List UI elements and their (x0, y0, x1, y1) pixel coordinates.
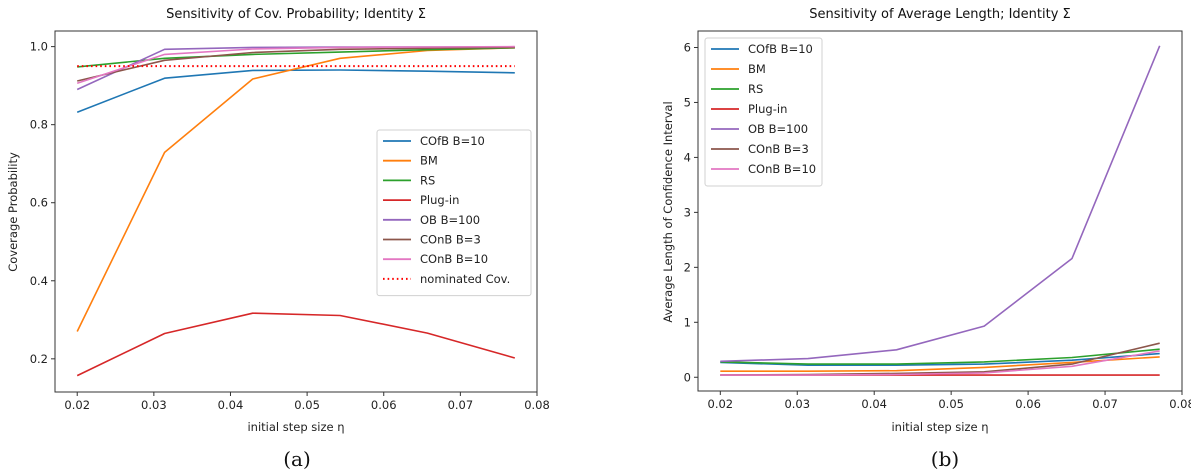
chart-a-legend: COfB B=10 BM RS Plug-in OB B=100 COnB B=3 COnB… (376, 129, 532, 297)
chart-b-legend-label: BM (748, 62, 766, 76)
chart-b-line-rs (720, 348, 1160, 365)
chart-b-xtick-label: 0.06 (1015, 397, 1041, 411)
chart-a-ytick-label: 1.0 (30, 40, 48, 54)
chart-b-line-ob-b-100 (720, 45, 1161, 363)
chart-b-line-conb-b-10 (720, 350, 1160, 376)
chart-a-legend-label: OB B=100 (420, 213, 480, 227)
chart-a-frame (54, 30, 538, 393)
chart-a-legend-label: COnB B=3 (420, 233, 481, 247)
chart-a: Sensitivity of Cov. Probability; Identit… (6, 7, 550, 471)
chart-b-line-cofb-b-10 (720, 352, 1160, 367)
chart-a-xtick-label: 0.02 (64, 398, 90, 412)
chart-a-xtick-label: 0.08 (524, 398, 550, 412)
chart-a-series (76, 45, 516, 377)
chart-a-xtick-label: 0.07 (448, 398, 474, 412)
chart-b-legend-label: RS (748, 82, 763, 96)
chart-b: Sensitivity of Average Length; Identity … (661, 7, 1191, 471)
chart-b-line-bm (720, 356, 1160, 373)
chart-b-ytick-label: 3 (684, 205, 691, 219)
chart-a-legend-label: nominated Cov. (420, 272, 510, 286)
chart-b-frame (697, 30, 1183, 392)
chart-b-ytick-label: 5 (684, 95, 691, 109)
chart-a-title: Sensitivity of Cov. Probability; Identit… (166, 7, 426, 22)
chart-a-legend-label: COnB B=10 (420, 252, 488, 266)
chart-a-line-plug-in (76, 312, 516, 377)
chart-a-xtick-label: 0.06 (371, 398, 397, 412)
chart-a-line-conb-b-10 (76, 45, 515, 85)
chart-a-ytick-label: 0.6 (30, 196, 48, 210)
chart-a-legend-label: COfB B=10 (420, 134, 485, 148)
chart-a-xtick-label: 0.04 (218, 398, 244, 412)
chart-a-ytick-label: 0.2 (30, 352, 48, 366)
chart-a-ylabel: Coverage Probability (6, 152, 20, 272)
chart-b-legend-label: COnB B=3 (748, 142, 809, 156)
chart-b-legend: COfB B=10 BM RS Plug-in OB B=100 COnB B=3 COnB… (704, 37, 823, 187)
chart-b-legend-label: COfB B=10 (748, 42, 813, 56)
chart-b-legend-label: COnB B=10 (748, 162, 816, 176)
chart-b-xlabel: initial step size η (891, 420, 988, 434)
chart-b-legend-label: Plug-in (748, 102, 787, 116)
chart-b-xtick-label: 0.07 (1092, 397, 1118, 411)
chart-b-xtick-label: 0.08 (1169, 397, 1191, 411)
chart-b-ytick-label: 6 (684, 40, 691, 54)
chart-b-xtick-label: 0.03 (784, 397, 810, 411)
chart-a-xtick-label: 0.05 (294, 398, 320, 412)
chart-a-legend-box (376, 129, 532, 297)
chart-b-caption: (b) (931, 447, 959, 471)
chart-a-legend-label: BM (420, 154, 438, 168)
chart-a-legend-label: RS (420, 173, 435, 187)
chart-b-legend-label: OB B=100 (748, 122, 808, 136)
chart-b-ytick-label: 2 (684, 260, 691, 274)
chart-a-ytick-label: 0.4 (30, 274, 48, 288)
chart-b-ytick-label: 1 (684, 315, 691, 329)
chart-b-title: Sensitivity of Average Length; Identity … (809, 7, 1071, 22)
chart-a-ytick-label: 0.8 (30, 118, 48, 132)
chart-a-legend-label: Plug-in (420, 193, 459, 207)
chart-a-xtick-label: 0.03 (141, 398, 167, 412)
chart-a-caption: (a) (283, 447, 311, 471)
chart-b-ylabel: Average Length of Confidence Interval (661, 101, 675, 322)
chart-b-ytick-label: 4 (684, 150, 691, 164)
chart-b-xtick-label: 0.02 (708, 397, 734, 411)
chart-b-xtick-label: 0.05 (938, 397, 964, 411)
chart-b-ytick-label: 0 (684, 370, 691, 384)
chart-a-xlabel: initial step size η (247, 420, 344, 434)
chart-a-line-cofb-b-10 (76, 69, 515, 113)
chart-b-series (720, 45, 1161, 376)
chart-a-line-conb-b-3 (77, 46, 515, 82)
chart-b-xtick-label: 0.04 (861, 397, 887, 411)
